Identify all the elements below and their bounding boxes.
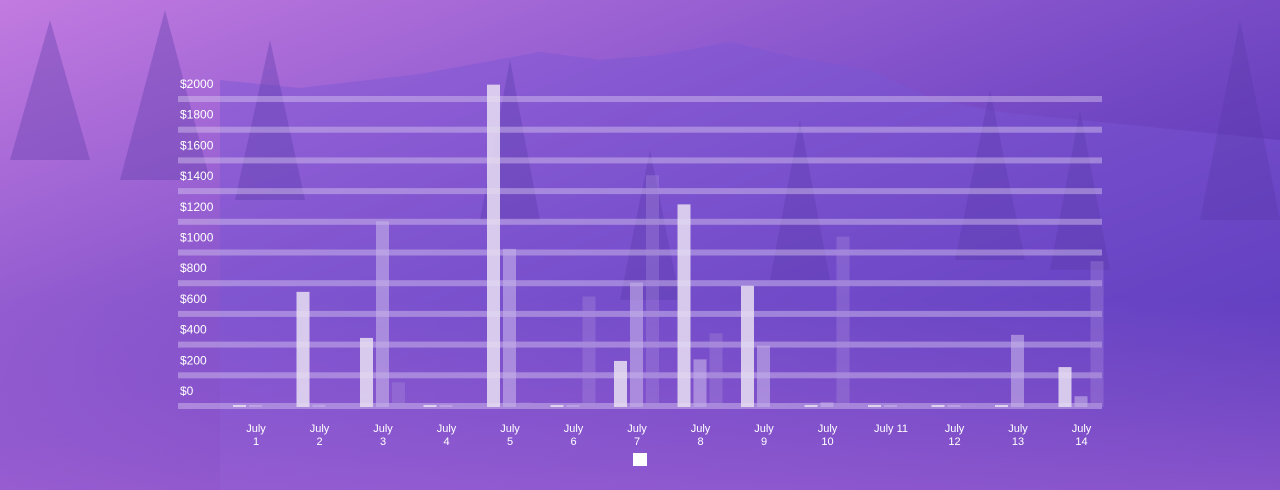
- y-tick-label: $1600: [180, 138, 214, 152]
- x-tick-label: July 14: [1072, 423, 1092, 448]
- bar-1-8[interactable]: [677, 204, 691, 407]
- y-tick-label: $1000: [180, 231, 214, 245]
- bar-3-12[interactable]: [963, 405, 977, 407]
- y-tick-label: $2000: [180, 77, 214, 91]
- x-tick-label: July 4: [437, 423, 457, 448]
- x-tick-label: July 13: [1008, 423, 1028, 448]
- y-tick-label: $200: [180, 353, 207, 367]
- x-axis-labels: July 1 July 2 July 3 July 4 July 5 July 6 July 7 July 8…: [246, 423, 1092, 448]
- tree-silhouettes: [10, 10, 1280, 300]
- bar-1-4[interactable]: [423, 405, 437, 407]
- x-tick-label: July 12: [945, 423, 965, 448]
- bar-1-1[interactable]: [233, 405, 246, 407]
- grid-line: [178, 157, 1102, 164]
- bar-3-6[interactable]: [582, 296, 596, 407]
- bar-2-13[interactable]: [1011, 334, 1024, 407]
- bar-1-11[interactable]: [868, 405, 881, 407]
- bar-2-14[interactable]: [1074, 396, 1088, 407]
- bar-3-2[interactable]: [328, 405, 342, 407]
- bars: [233, 84, 1104, 408]
- bar-1-9[interactable]: [741, 285, 754, 407]
- bar-2-5[interactable]: [503, 248, 516, 407]
- y-tick-label: $400: [180, 323, 207, 337]
- x-tick-label: July 3: [373, 423, 393, 448]
- x-tick-label: July 2: [310, 423, 330, 448]
- bar-3-1[interactable]: [265, 405, 278, 407]
- bar-1-13[interactable]: [995, 405, 1008, 407]
- grid-line: [178, 218, 1102, 225]
- x-tick-label: July 1: [246, 423, 266, 448]
- bar-2-9[interactable]: [757, 345, 770, 407]
- bar-3-13[interactable]: [1027, 405, 1040, 407]
- x-tick-label: July 10: [818, 423, 838, 448]
- bar-2-2[interactable]: [312, 404, 326, 407]
- bar-1-6[interactable]: [550, 405, 564, 407]
- grid-line: [178, 249, 1102, 256]
- bar-2-3[interactable]: [376, 221, 389, 407]
- y-tick-label: $1800: [180, 108, 214, 122]
- grid-line: [178, 96, 1102, 102]
- bar-1-14[interactable]: [1058, 367, 1072, 407]
- bar-3-10[interactable]: [836, 236, 850, 407]
- bar-3-4[interactable]: [455, 405, 469, 407]
- y-tick-label: $600: [180, 292, 207, 306]
- bar-3-11[interactable]: [900, 405, 913, 407]
- bar-1-2[interactable]: [296, 291, 310, 407]
- bar-3-8[interactable]: [709, 333, 723, 407]
- bar-2-6[interactable]: [566, 405, 580, 407]
- y-tick-label: $800: [180, 261, 207, 275]
- bar-2-12[interactable]: [947, 405, 961, 407]
- bar-2-11[interactable]: [884, 405, 897, 407]
- x-tick-label: July 7: [627, 423, 647, 448]
- x-tick-label: July 6: [564, 423, 584, 448]
- bar-3-7[interactable]: [646, 175, 659, 407]
- bar-3-5[interactable]: [519, 402, 532, 407]
- bar-1-12[interactable]: [931, 405, 945, 407]
- bar-2-7[interactable]: [630, 282, 643, 407]
- legend-swatch[interactable]: [633, 453, 647, 466]
- x-tick-label: July 5: [500, 423, 520, 448]
- grid-line: [178, 188, 1102, 195]
- x-tick-label: July 8: [691, 423, 711, 448]
- y-axis-labels: $2000 $1800 $1600 $1400 $1200 $1000 $800 $600 $4…: [180, 77, 214, 398]
- y-tick-label: $1400: [180, 169, 214, 183]
- x-tick-label: July 9: [754, 423, 774, 448]
- bar-3-9[interactable]: [773, 403, 786, 407]
- bar-1-7[interactable]: [614, 360, 627, 407]
- bar-1-5[interactable]: [487, 84, 500, 408]
- y-tick-label: $0: [180, 384, 194, 398]
- bar-1-3[interactable]: [360, 337, 373, 407]
- x-tick-label: July 11: [874, 423, 908, 435]
- bar-2-10[interactable]: [820, 402, 834, 407]
- bar-2-1[interactable]: [249, 405, 262, 407]
- bar-3-3[interactable]: [392, 382, 405, 407]
- bar-1-10[interactable]: [804, 405, 818, 407]
- y-tick-label: $1200: [180, 200, 214, 214]
- bar-3-14[interactable]: [1090, 261, 1104, 407]
- grid-line: [178, 126, 1102, 133]
- bar-2-4[interactable]: [439, 405, 453, 407]
- bar-2-8[interactable]: [693, 359, 707, 407]
